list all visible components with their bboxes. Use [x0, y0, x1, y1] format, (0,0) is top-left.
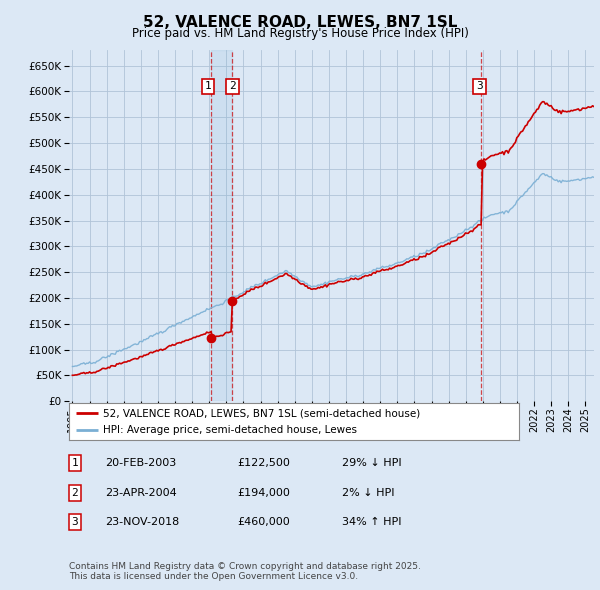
Text: 20-FEB-2003: 20-FEB-2003: [105, 458, 176, 468]
Text: 52, VALENCE ROAD, LEWES, BN7 1SL: 52, VALENCE ROAD, LEWES, BN7 1SL: [143, 15, 457, 30]
Text: 3: 3: [476, 81, 483, 91]
Text: £194,000: £194,000: [237, 488, 290, 497]
Text: 1: 1: [71, 458, 79, 468]
Text: 2: 2: [229, 81, 236, 91]
Text: 1: 1: [205, 81, 211, 91]
Text: 34% ↑ HPI: 34% ↑ HPI: [342, 517, 401, 527]
Text: Contains HM Land Registry data © Crown copyright and database right 2025.: Contains HM Land Registry data © Crown c…: [69, 562, 421, 571]
Text: £122,500: £122,500: [237, 458, 290, 468]
Text: 2: 2: [71, 488, 79, 497]
Bar: [211, 50, 232, 401]
Text: 3: 3: [71, 517, 79, 527]
Text: 2% ↓ HPI: 2% ↓ HPI: [342, 488, 395, 497]
Text: This data is licensed under the Open Government Licence v3.0.: This data is licensed under the Open Gov…: [69, 572, 358, 581]
Text: 23-APR-2004: 23-APR-2004: [105, 488, 177, 497]
Text: Price paid vs. HM Land Registry's House Price Index (HPI): Price paid vs. HM Land Registry's House …: [131, 27, 469, 40]
Text: 29% ↓ HPI: 29% ↓ HPI: [342, 458, 401, 468]
Text: 52, VALENCE ROAD, LEWES, BN7 1SL (semi-detached house): 52, VALENCE ROAD, LEWES, BN7 1SL (semi-d…: [103, 408, 420, 418]
Text: £460,000: £460,000: [237, 517, 290, 527]
Text: 23-NOV-2018: 23-NOV-2018: [105, 517, 179, 527]
Text: HPI: Average price, semi-detached house, Lewes: HPI: Average price, semi-detached house,…: [103, 425, 357, 435]
